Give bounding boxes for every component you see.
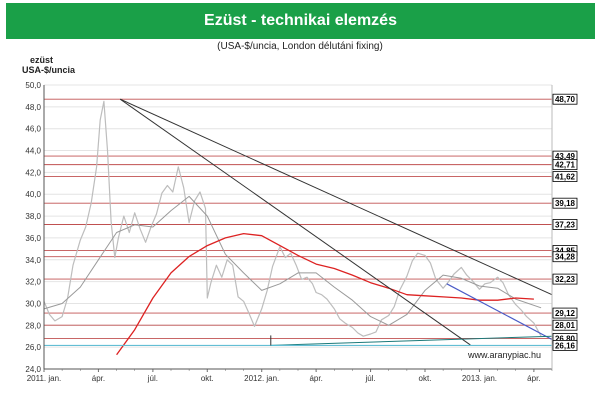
y-tick-label: 48,0 [25,103,41,112]
level-label-box [552,93,578,105]
y-tick-label: 46,0 [25,125,41,134]
level-label-box [552,251,578,263]
y-tick-label: 36,0 [25,234,41,243]
level-label: 29,12 [555,309,576,318]
series-price [43,100,542,337]
level-label: 34,85 [555,246,576,255]
x-tick-label: júl. [364,374,375,383]
y-tick-label: 50,0 [25,81,41,90]
level-label: 28,01 [555,321,576,330]
y-tick-label: 44,0 [25,147,41,156]
x-tick-label: 2013. jan. [462,374,497,383]
x-tick-label: 2011. jan. [27,374,62,383]
y-tick-label: 32,0 [25,278,41,287]
y-tick-label: 34,0 [25,256,41,265]
x-tick-label: júl. [147,374,158,383]
trend-lines [44,98,553,346]
trendline-trend [119,98,553,296]
level-label: 43,49 [555,152,576,161]
x-tick-label: okt. [419,374,432,383]
y-tick-label: 30,0 [25,299,41,308]
x-tick-label: ápr. [309,374,322,383]
y-tick-label: 38,0 [25,212,41,221]
level-label: 34,28 [555,253,576,262]
y-tick-label: 28,0 [25,321,41,330]
y-axis-label-line2: USA-$/uncia [22,65,76,75]
level-label-box [552,171,578,182]
watermark-text: www.aranypiac.hu [467,350,541,360]
level-label-box [552,219,578,230]
level-label-box [552,307,578,319]
level-label: 48,70 [555,95,576,104]
trendline-support [270,335,553,346]
trendline-trend [119,98,471,346]
plot-area [44,85,552,369]
x-tick-label: ápr. [92,374,105,383]
gridlines [44,84,552,370]
series-ma_long [116,232,534,356]
level-label: 26,80 [555,334,576,343]
level-label-box [552,340,578,351]
y-axis-label-line1: ezüst [30,55,54,65]
x-tick-label: 2012. jan. [244,374,279,383]
level-label: 39,18 [555,199,576,208]
trendline-channel [446,283,553,341]
series-ma_short [43,195,542,326]
y-tick-label: 40,0 [25,190,41,199]
level-label: 37,23 [555,220,576,229]
level-label-box [552,197,578,209]
axes: 24,0 26,0 28,0 30,0 32,0 34,0 36,0 38,0 40,0 42,0… [25,81,553,383]
y-tick-label: 24,0 [25,365,41,374]
level-label: 42,71 [555,161,576,170]
level-label-box [552,273,578,285]
x-tick-label: ápr. [527,374,540,383]
x-tick-label: okt. [201,374,214,383]
resistance-support-levels [44,98,552,346]
chart-title: Ezüst - technikai elemzés [6,3,595,39]
level-label-box [552,159,578,171]
level-label: 26,16 [555,341,576,350]
series-lines [43,100,542,356]
y-tick-label: 42,0 [25,168,41,177]
level-label: 41,62 [555,173,576,182]
chart-subtitle: (USA-$/uncia, London délutáni fixing) [217,41,383,52]
y-tick-label: 26,0 [25,343,41,352]
level-label: 32,23 [555,275,576,284]
level-label-box [552,319,578,331]
